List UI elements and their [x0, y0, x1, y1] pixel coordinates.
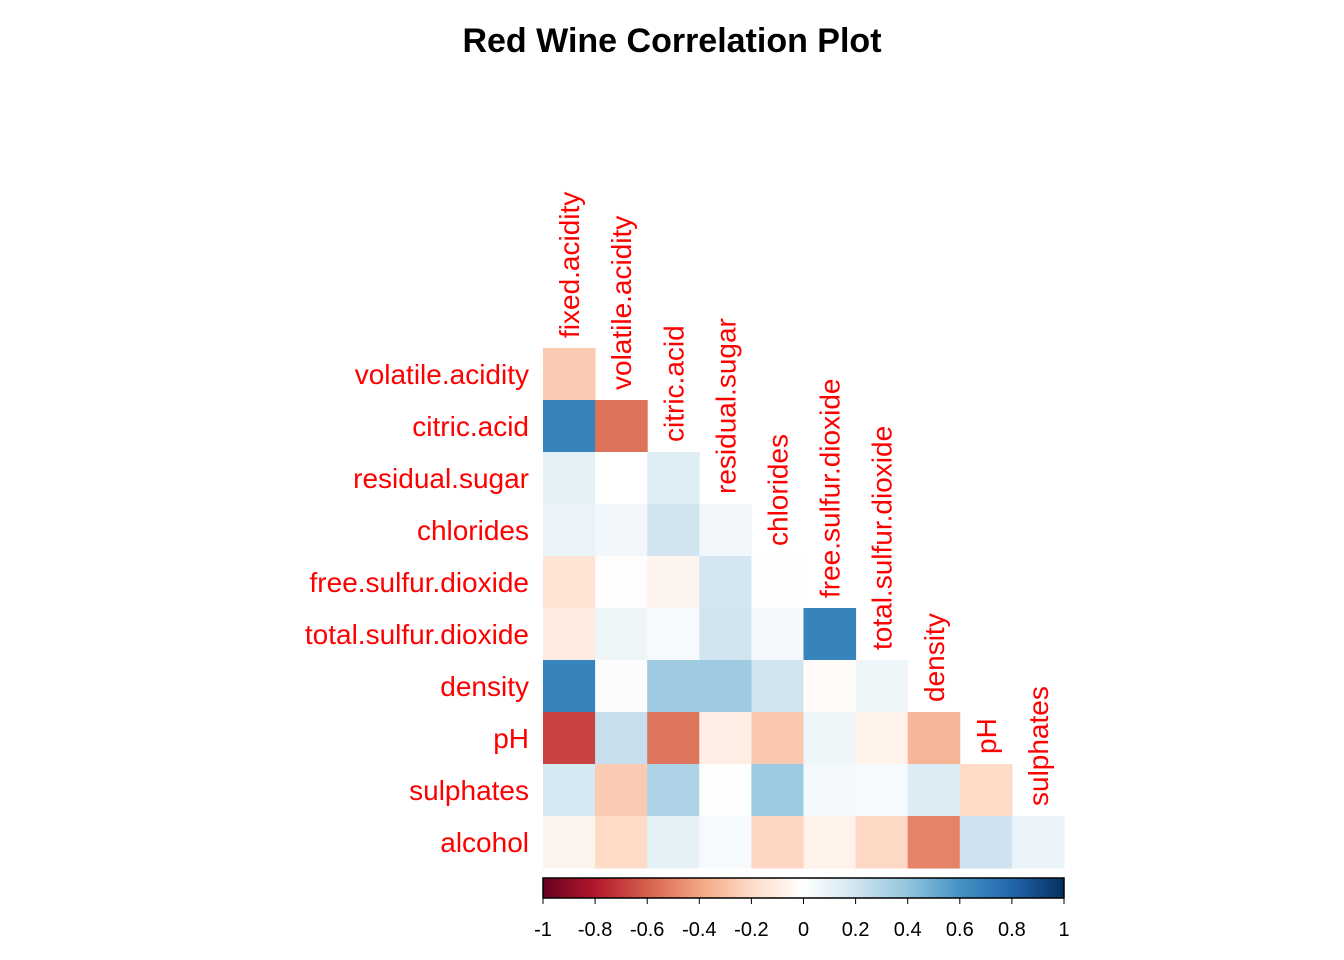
- colorbar-tick-label: 0.4: [894, 919, 922, 941]
- cell-alcohol-fixed.acidity: [543, 816, 596, 869]
- cell-alcohol-pH: [959, 816, 1013, 869]
- cell-pH-residual.sugar: [699, 712, 752, 765]
- cell-free.sulfur.dioxide-fixed.acidity: [543, 556, 596, 609]
- cell-alcohol-sulphates: [1011, 816, 1065, 869]
- cell-density-volatile.acidity: [595, 660, 648, 713]
- row-label-volatile.acidity: volatile.acidity: [355, 359, 529, 390]
- colorbar-tick-label: 1: [1058, 919, 1069, 941]
- row-label-free.sulfur.dioxide: free.sulfur.dioxide: [310, 567, 529, 598]
- cell-pH-density: [907, 712, 961, 765]
- colorbar-tick-label: 0.2: [842, 919, 870, 941]
- cell-total.sulfur.dioxide-free.sulfur.dioxide: [803, 608, 857, 661]
- cell-total.sulfur.dioxide-fixed.acidity: [543, 608, 596, 661]
- cell-alcohol-chlorides: [751, 816, 804, 869]
- row-label-total.sulfur.dioxide: total.sulfur.dioxide: [305, 619, 529, 650]
- cell-alcohol-free.sulfur.dioxide: [803, 816, 857, 869]
- colorbar-gradient: [542, 877, 1065, 899]
- cell-sulphates-density: [907, 764, 961, 817]
- row-label-residual.sugar: residual.sugar: [353, 463, 529, 494]
- chart-title: Red Wine Correlation Plot: [462, 22, 881, 60]
- cell-sulphates-chlorides: [751, 764, 804, 817]
- cell-sulphates-free.sulfur.dioxide: [803, 764, 857, 817]
- colorbar-tick-label: 0.8: [998, 919, 1026, 941]
- cell-chlorides-citric.acid: [647, 504, 700, 557]
- colorbar-tick-label: -0.6: [630, 919, 664, 941]
- row-label-sulphates: sulphates: [409, 775, 529, 806]
- cell-residual.sugar-volatile.acidity: [595, 452, 648, 505]
- cell-pH-free.sulfur.dioxide: [803, 712, 857, 765]
- cell-volatile.acidity-fixed.acidity: [543, 348, 596, 401]
- cell-residual.sugar-citric.acid: [647, 452, 700, 505]
- column-label-pH: pH: [971, 718, 1002, 754]
- colorbar-tick-label: -1: [534, 919, 552, 941]
- cell-total.sulfur.dioxide-chlorides: [751, 608, 804, 661]
- column-label-sulphates: sulphates: [1023, 686, 1054, 806]
- cell-density-total.sulfur.dioxide: [855, 660, 909, 713]
- cell-pH-volatile.acidity: [595, 712, 648, 765]
- column-label-residual.sugar: residual.sugar: [710, 318, 741, 494]
- colorbar-tick-label: -0.8: [578, 919, 612, 941]
- column-label-free.sulfur.dioxide: free.sulfur.dioxide: [815, 379, 846, 598]
- cell-sulphates-volatile.acidity: [595, 764, 648, 817]
- row-label-citric.acid: citric.acid: [412, 411, 529, 442]
- cell-pH-chlorides: [751, 712, 804, 765]
- cell-total.sulfur.dioxide-citric.acid: [647, 608, 700, 661]
- cell-citric.acid-volatile.acidity: [595, 400, 648, 453]
- colorbar-tick-label: -0.2: [734, 919, 768, 941]
- row-label-alcohol: alcohol: [440, 827, 529, 858]
- column-labels: fixed.acidity volatile.acidity citric.acid…: [554, 192, 1054, 806]
- row-label-chlorides: chlorides: [417, 515, 529, 546]
- cell-alcohol-total.sulfur.dioxide: [855, 816, 909, 869]
- cell-density-fixed.acidity: [543, 660, 596, 713]
- cell-alcohol-density: [907, 816, 961, 869]
- column-label-citric.acid: citric.acid: [658, 325, 689, 442]
- cell-sulphates-pH: [959, 764, 1013, 817]
- cell-density-residual.sugar: [699, 660, 752, 713]
- heatmap-cells: [543, 348, 1065, 869]
- cell-chlorides-fixed.acidity: [543, 504, 596, 557]
- cell-alcohol-volatile.acidity: [595, 816, 648, 869]
- cell-density-chlorides: [751, 660, 804, 713]
- row-label-pH: pH: [493, 723, 529, 754]
- cell-density-free.sulfur.dioxide: [803, 660, 857, 713]
- cell-total.sulfur.dioxide-residual.sugar: [699, 608, 752, 661]
- cell-chlorides-volatile.acidity: [595, 504, 648, 557]
- column-label-fixed.acidity: fixed.acidity: [554, 192, 585, 338]
- cell-chlorides-residual.sugar: [699, 504, 752, 557]
- cell-pH-citric.acid: [647, 712, 700, 765]
- cell-free.sulfur.dioxide-chlorides: [751, 556, 804, 609]
- cell-free.sulfur.dioxide-volatile.acidity: [595, 556, 648, 609]
- cell-sulphates-fixed.acidity: [543, 764, 596, 817]
- cell-free.sulfur.dioxide-citric.acid: [647, 556, 700, 609]
- cell-sulphates-residual.sugar: [699, 764, 752, 817]
- cell-residual.sugar-fixed.acidity: [543, 452, 596, 505]
- row-labels: volatile.acidity citric.acid residual.suga…: [305, 359, 529, 858]
- column-label-total.sulfur.dioxide: total.sulfur.dioxide: [867, 426, 898, 650]
- colorbar-tick-label: 0.6: [946, 919, 974, 941]
- colorbar: -1 -0.8 -0.6 -0.4 -0.2 0 0.2 0.4 0.6 0.8 1: [534, 877, 1070, 941]
- row-label-density: density: [440, 671, 529, 702]
- cell-alcohol-citric.acid: [647, 816, 700, 869]
- cell-total.sulfur.dioxide-volatile.acidity: [595, 608, 648, 661]
- cell-citric.acid-fixed.acidity: [543, 400, 596, 453]
- column-label-density: density: [919, 613, 950, 702]
- cell-pH-fixed.acidity: [543, 712, 596, 765]
- cell-alcohol-residual.sugar: [699, 816, 752, 869]
- colorbar-tick-label: 0: [798, 919, 809, 941]
- cell-sulphates-total.sulfur.dioxide: [855, 764, 909, 817]
- cell-free.sulfur.dioxide-residual.sugar: [699, 556, 752, 609]
- cell-pH-total.sulfur.dioxide: [855, 712, 909, 765]
- colorbar-tick-label: -0.4: [682, 919, 716, 941]
- cell-sulphates-citric.acid: [647, 764, 700, 817]
- column-label-volatile.acidity: volatile.acidity: [606, 216, 637, 390]
- cell-density-citric.acid: [647, 660, 700, 713]
- column-label-chlorides: chlorides: [762, 434, 793, 546]
